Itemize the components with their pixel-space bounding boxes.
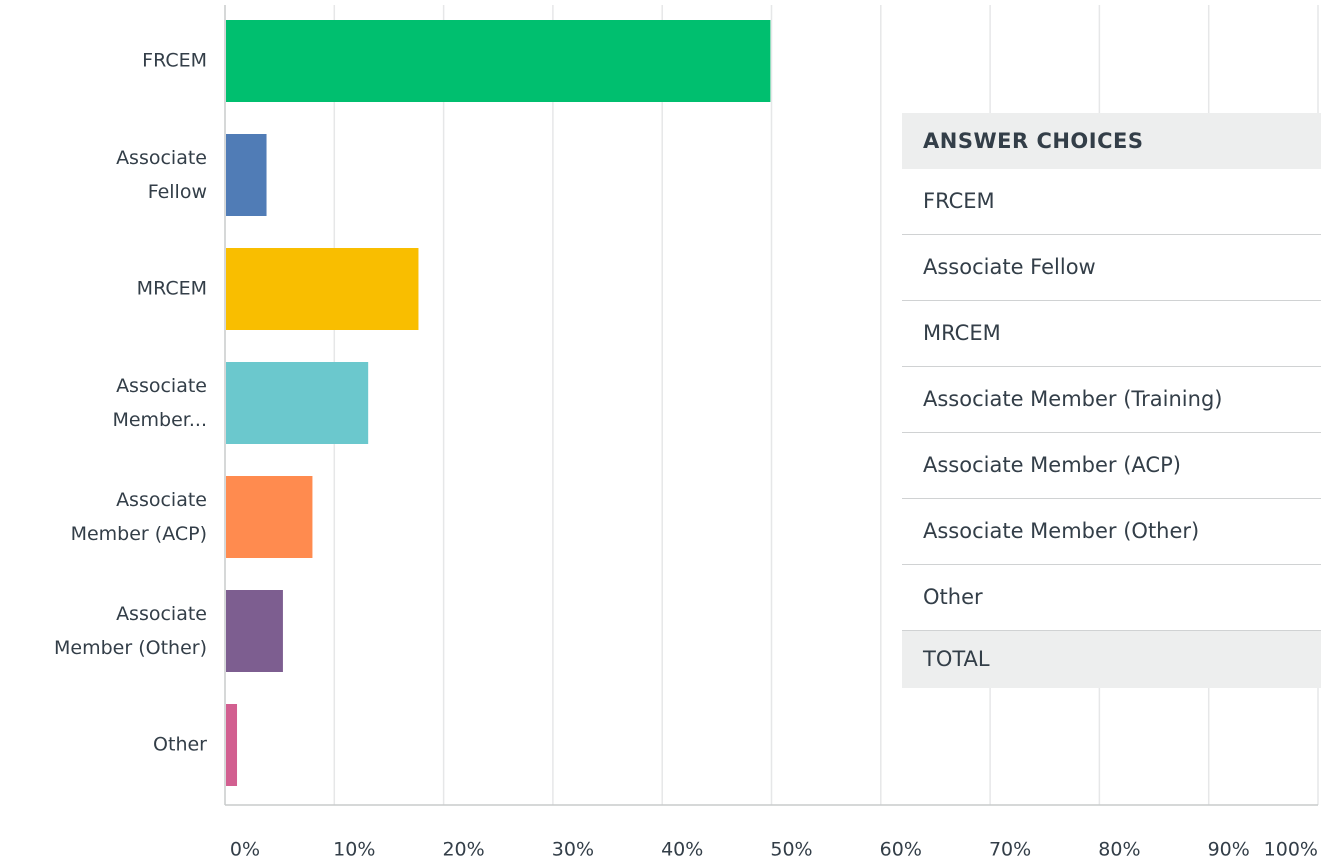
table-row: Associate Member (ACP) — [902, 433, 1321, 499]
label-line: Associate — [116, 375, 207, 397]
y-tick-label: Associate Member (ACP) — [65, 489, 207, 545]
table-total: TOTAL — [902, 631, 1321, 688]
table-body: FRCEM Associate Fellow MRCEM Associate Memb… — [902, 169, 1321, 631]
x-tick-label: 90% — [1208, 839, 1250, 860]
bar — [226, 248, 419, 330]
bar — [226, 20, 771, 102]
table-row: Associate Member (Training) — [902, 367, 1321, 433]
x-tick-label: 60% — [880, 839, 922, 860]
label-line: Member... — [106, 409, 207, 431]
x-tick-label: 20% — [442, 839, 484, 860]
x-tick-label: 80% — [1098, 839, 1140, 860]
label-line: Member (ACP) — [65, 523, 207, 545]
y-tick-label: MRCEM — [137, 278, 207, 300]
label-line: Associate — [116, 603, 207, 625]
label-line: Associate — [116, 489, 207, 511]
x-tick-label: 40% — [661, 839, 703, 860]
table-row: MRCEM — [902, 301, 1321, 367]
x-tick-label: 10% — [333, 839, 375, 860]
x-tick-label: 100% — [1264, 839, 1318, 860]
answer-table: ANSWER CHOICES FRCEM Associate Fellow MRCE… — [902, 113, 1321, 688]
y-tick-label: Associate Fellow — [116, 147, 207, 203]
label-line: Associate — [116, 147, 207, 169]
bar — [226, 362, 369, 444]
x-tick-label: 0% — [230, 839, 260, 860]
table-row: FRCEM — [902, 169, 1321, 235]
label-line: Fellow — [142, 181, 207, 203]
x-tick-label: 70% — [989, 839, 1031, 860]
y-tick-label: FRCEM — [142, 50, 207, 72]
table-row: Associate Fellow — [902, 235, 1321, 301]
y-tick-label: Other — [153, 734, 207, 756]
table-row: Associate Member (Other) — [902, 499, 1321, 565]
table-header: ANSWER CHOICES — [902, 113, 1321, 169]
x-tick-label: 30% — [552, 839, 594, 860]
bar — [226, 476, 313, 558]
bar — [226, 704, 238, 786]
y-tick-label: Associate Member... — [106, 375, 207, 431]
table-row: Other — [902, 565, 1321, 631]
y-tick-label: Associate Member (Other) — [48, 603, 207, 659]
bar — [226, 134, 267, 216]
label-line: Member (Other) — [48, 637, 207, 659]
bar — [226, 590, 283, 672]
x-tick-label: 50% — [770, 839, 812, 860]
